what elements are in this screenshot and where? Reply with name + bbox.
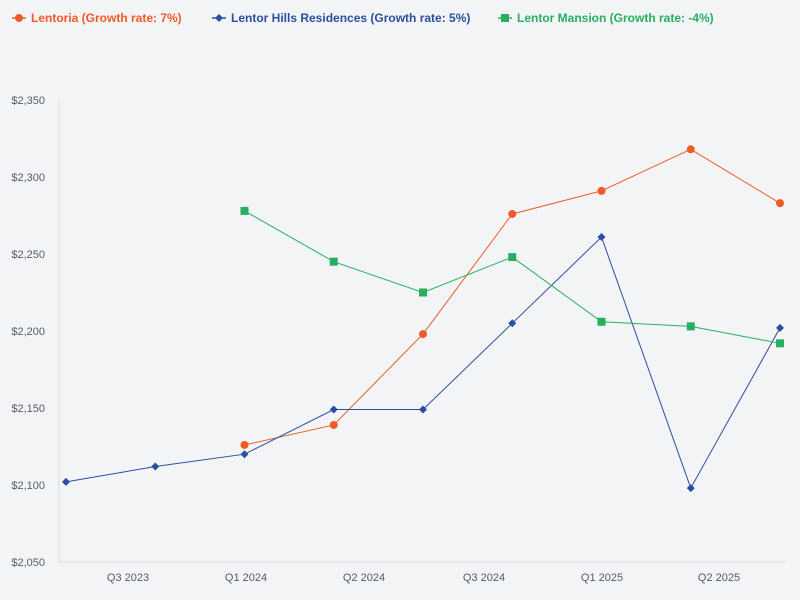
- data-point-lentoria: [240, 440, 249, 449]
- series-line-lentor-hills-residences: [65, 236, 781, 490]
- y-tick-label: $2,300: [11, 172, 45, 184]
- x-tick-label: Q2 2024: [343, 572, 385, 584]
- data-point-lentor-mansion: [508, 253, 517, 262]
- plot-area: [62, 145, 784, 493]
- series-lentoria: [240, 145, 784, 449]
- data-point-lentor-mansion: [686, 322, 695, 331]
- y-tick-label: $2,250: [11, 249, 45, 261]
- chart-legend: Lentoria (Growth rate: 7%) Lentor Hills R…: [12, 11, 714, 25]
- data-point-lentor-hills-residences: [508, 319, 517, 328]
- data-point-lentor-mansion: [329, 257, 338, 266]
- data-point-lentor-hills-residences: [240, 450, 249, 459]
- legend-label: Lentor Mansion (Growth rate: -4%): [517, 11, 714, 25]
- legend-item-lentoria[interactable]: Lentoria (Growth rate: 7%): [12, 11, 182, 25]
- y-tick-label: $2,150: [11, 403, 45, 415]
- data-point-lentoria: [597, 186, 606, 195]
- data-point-lentor-hills-residences: [329, 405, 338, 414]
- data-point-lentor-hills-residences: [62, 477, 70, 486]
- data-point-lentoria: [508, 209, 517, 218]
- data-point-lentor-hills-residences: [597, 233, 606, 242]
- data-point-lentor-mansion: [776, 339, 784, 348]
- data-point-lentoria: [776, 199, 784, 208]
- legend-label: Lentor Hills Residences (Growth rate: 5%…: [231, 11, 470, 25]
- x-tick-label: Q1 2024: [225, 572, 267, 584]
- x-tick-label: Q3 2024: [463, 572, 505, 584]
- y-tick-label: $2,100: [11, 480, 45, 492]
- series-lentor-hills-residences: [62, 233, 784, 493]
- series-lentor-mansion: [240, 206, 784, 348]
- legend-label: Lentoria (Growth rate: 7%): [31, 11, 182, 25]
- y-tick-label: $2,200: [11, 326, 45, 338]
- square-marker-icon: [501, 14, 509, 22]
- x-tick-label: Q2 2025: [698, 572, 740, 584]
- data-point-lentor-hills-residences: [776, 323, 784, 332]
- data-point-lentoria: [686, 145, 695, 154]
- x-tick-label: Q3 2023: [107, 572, 149, 584]
- x-tick-label: Q1 2025: [581, 572, 623, 584]
- diamond-marker-icon: [215, 14, 223, 22]
- circle-marker-icon: [15, 14, 23, 22]
- data-point-lentor-mansion: [240, 206, 249, 215]
- legend-item-lentor-hills-residences[interactable]: Lentor Hills Residences (Growth rate: 5%…: [212, 11, 470, 25]
- data-point-lentoria: [419, 330, 427, 339]
- data-point-lentor-hills-residences: [686, 484, 695, 493]
- series-line-lentoria: [244, 148, 781, 446]
- legend-item-lentor-mansion[interactable]: Lentor Mansion (Growth rate: -4%): [498, 11, 714, 25]
- y-tick-label: $2,350: [11, 95, 45, 107]
- data-point-lentoria: [329, 420, 338, 429]
- data-point-lentor-mansion: [597, 317, 606, 326]
- y-tick-label: $2,050: [11, 557, 45, 569]
- chart-axes: $2,050 $2,100 $2,150 $2,200 $2,250 $2,300 $2,3…: [11, 95, 785, 584]
- data-point-lentor-hills-residences: [151, 462, 160, 471]
- data-point-lentor-mansion: [419, 288, 427, 297]
- data-point-lentor-hills-residences: [419, 405, 427, 414]
